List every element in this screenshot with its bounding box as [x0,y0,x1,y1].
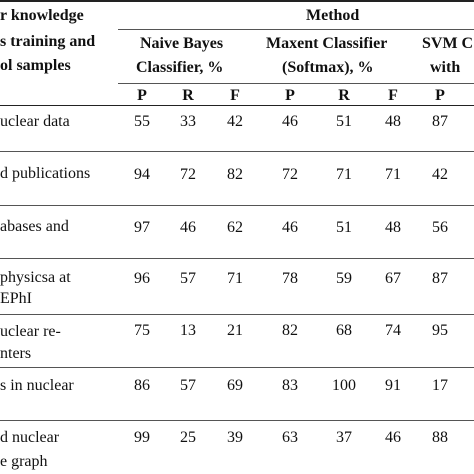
cell-value: 51 [336,219,352,236]
subcol-svm-p: P [435,87,445,104]
maxent-header-line-1: Maxent Classifier [266,35,388,52]
row-label: EPhI [0,290,32,307]
cell-value: 48 [385,219,401,236]
svm-header-line-1: SVM C [422,35,474,52]
cell-value: 95 [432,322,448,339]
cell-value: 51 [336,113,352,130]
subheader-rule [118,83,474,84]
cell-value: 78 [282,270,298,287]
cell-value: 94 [134,166,150,183]
cell-value: 87 [432,113,448,130]
row-label: physicsa at [0,269,71,286]
row-label: e graph [0,453,48,470]
cell-value: 21 [227,322,243,339]
cell-value: 72 [282,166,298,183]
cell-value: 74 [385,322,401,339]
cell-value: 46 [282,113,298,130]
row-label: d publications [0,165,91,182]
cell-value: 57 [180,270,196,287]
row-label: abases and [0,218,69,235]
cell-value: 72 [180,166,196,183]
method-underline [118,29,474,30]
cell-value: 62 [227,219,243,236]
row-label: d nuclear [0,429,60,446]
cell-value: 46 [180,219,196,236]
stub-header-line-3: ol samples [0,57,71,74]
cell-value: 97 [134,219,150,236]
row-divider [0,151,474,152]
cell-value: 33 [180,113,196,130]
row-label: s in nuclear [0,377,74,394]
cell-value: 71 [227,270,243,287]
maxent-header-line-2: (Softmax), % [282,59,374,76]
cell-value: 88 [432,429,448,446]
subcol-me-p: P [285,87,295,104]
cell-value: 42 [432,166,448,183]
subcol-me-r: R [338,87,350,104]
cell-value: 46 [282,219,298,236]
cell-value: 100 [332,377,356,394]
cell-value: 59 [336,270,352,287]
cell-value: 82 [282,322,298,339]
cell-value: 39 [227,429,243,446]
cell-value: 42 [227,113,243,130]
cell-value: 87 [432,270,448,287]
row-divider [0,205,474,206]
method-header: Method [306,7,360,24]
row-label: uclear data [0,113,70,130]
cell-value: 25 [180,429,196,446]
stub-header-line-1: r knowledge [0,7,84,24]
cell-value: 13 [180,322,196,339]
subcol-nb-p: P [137,87,147,104]
row-divider [0,258,474,259]
cell-value: 96 [134,270,150,287]
cell-value: 63 [282,429,298,446]
cell-value: 69 [227,377,243,394]
cell-value: 71 [336,166,352,183]
header-bottom-rule [0,105,474,106]
subcol-nb-f: F [230,87,240,104]
row-divider [0,420,474,421]
row-divider [0,367,474,368]
naive-bayes-header-line-2: Classifier, % [136,59,224,76]
cell-value: 55 [134,113,150,130]
cell-value: 83 [282,377,298,394]
cell-value: 99 [134,429,150,446]
cell-value: 57 [180,377,196,394]
top-rule [0,0,474,2]
cell-value: 75 [134,322,150,339]
subcol-nb-r: R [182,87,194,104]
row-label: uclear re- [0,323,61,340]
cell-value: 71 [385,166,401,183]
row-divider [0,314,474,315]
cell-value: 48 [385,113,401,130]
cell-value: 68 [336,322,352,339]
row-label: nters [0,345,32,362]
cell-value: 67 [385,270,401,287]
cell-value: 56 [432,219,448,236]
stub-header-line-2: s training and [0,33,96,50]
cell-value: 82 [227,166,243,183]
svm-header-line-2: with [430,59,461,76]
subcol-me-f: F [388,87,398,104]
cell-value: 37 [336,429,352,446]
cell-value: 17 [432,377,448,394]
cell-value: 46 [385,429,401,446]
naive-bayes-header-line-1: Naive Bayes [140,35,224,52]
cell-value: 86 [134,377,150,394]
cell-value: 91 [385,377,401,394]
